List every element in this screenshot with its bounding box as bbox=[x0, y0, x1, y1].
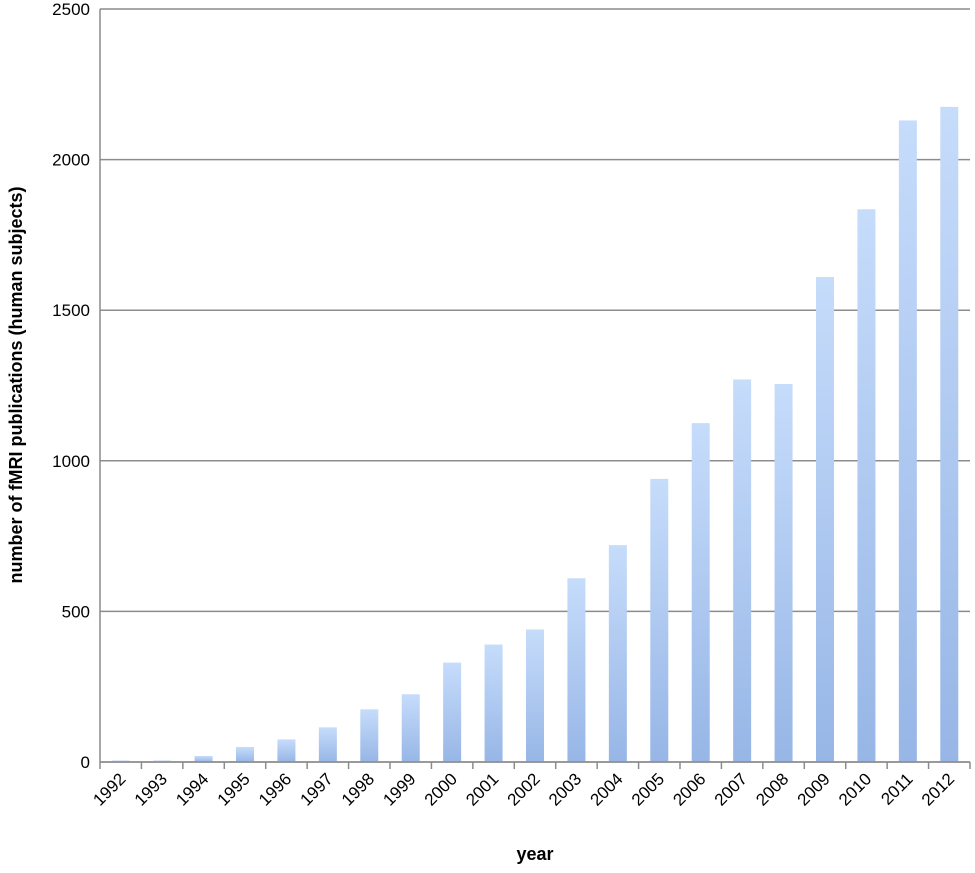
bar-1997 bbox=[318, 727, 337, 762]
x-tick-label-1994: 1994 bbox=[172, 769, 212, 809]
bar-2004 bbox=[608, 545, 627, 762]
x-tick-label-2008: 2008 bbox=[752, 769, 792, 809]
y-tick-label-500: 500 bbox=[62, 602, 90, 621]
x-tick-label-2000: 2000 bbox=[421, 769, 461, 809]
bar-2012 bbox=[940, 106, 959, 762]
bar-1993 bbox=[153, 760, 172, 762]
bar-1998 bbox=[360, 709, 379, 762]
bar-2008 bbox=[774, 383, 793, 762]
bar-1996 bbox=[277, 739, 296, 762]
x-tick-label-1992: 1992 bbox=[89, 769, 129, 809]
x-tick-label-2011: 2011 bbox=[877, 769, 916, 808]
x-tick-label-2002: 2002 bbox=[504, 769, 544, 809]
bars bbox=[111, 106, 959, 763]
y-axis-title: number of fMRI publications (human subje… bbox=[6, 186, 26, 583]
bar-2010 bbox=[857, 209, 876, 763]
bar-2001 bbox=[484, 644, 503, 762]
bar-2005 bbox=[650, 478, 669, 762]
x-tick-label-2003: 2003 bbox=[545, 769, 585, 809]
x-tick-label-2007: 2007 bbox=[711, 769, 751, 809]
bar-2000 bbox=[443, 662, 462, 762]
x-tick-label-1993: 1993 bbox=[131, 769, 171, 809]
bar-2002 bbox=[526, 629, 544, 762]
x-tick-label-2012: 2012 bbox=[918, 769, 958, 809]
bar-1994 bbox=[194, 755, 213, 762]
x-tick-label-2009: 2009 bbox=[794, 769, 834, 809]
x-axis-title: year bbox=[516, 844, 553, 864]
x-tick-label-1998: 1998 bbox=[338, 769, 378, 809]
bar-2003 bbox=[567, 578, 586, 762]
bar-1995 bbox=[236, 746, 254, 762]
bar-2006 bbox=[691, 423, 710, 762]
x-tick-label-2004: 2004 bbox=[587, 769, 627, 809]
bar-1999 bbox=[401, 694, 420, 762]
bar-2011 bbox=[898, 120, 917, 763]
bar-1992 bbox=[111, 760, 130, 762]
bar-2009 bbox=[816, 277, 834, 762]
x-tick-label-1995: 1995 bbox=[214, 769, 254, 809]
y-tick-label-1500: 1500 bbox=[52, 301, 90, 320]
y-tick-label-0: 0 bbox=[81, 753, 90, 772]
y-tick-label-2000: 2000 bbox=[52, 151, 90, 170]
x-tick-label-2005: 2005 bbox=[628, 769, 668, 809]
x-tick-label-1996: 1996 bbox=[255, 769, 295, 809]
y-tick-label-1000: 1000 bbox=[52, 452, 90, 471]
x-tick-label-2010: 2010 bbox=[835, 769, 875, 809]
bar-2007 bbox=[733, 379, 752, 762]
axes bbox=[99, 9, 971, 769]
x-tick-label-1997: 1997 bbox=[297, 769, 337, 809]
x-tick-label-1999: 1999 bbox=[379, 769, 419, 809]
y-tick-label-2500: 2500 bbox=[52, 0, 90, 19]
x-tick-label-2006: 2006 bbox=[669, 769, 709, 809]
x-tick-label-2001: 2001 bbox=[462, 769, 502, 809]
